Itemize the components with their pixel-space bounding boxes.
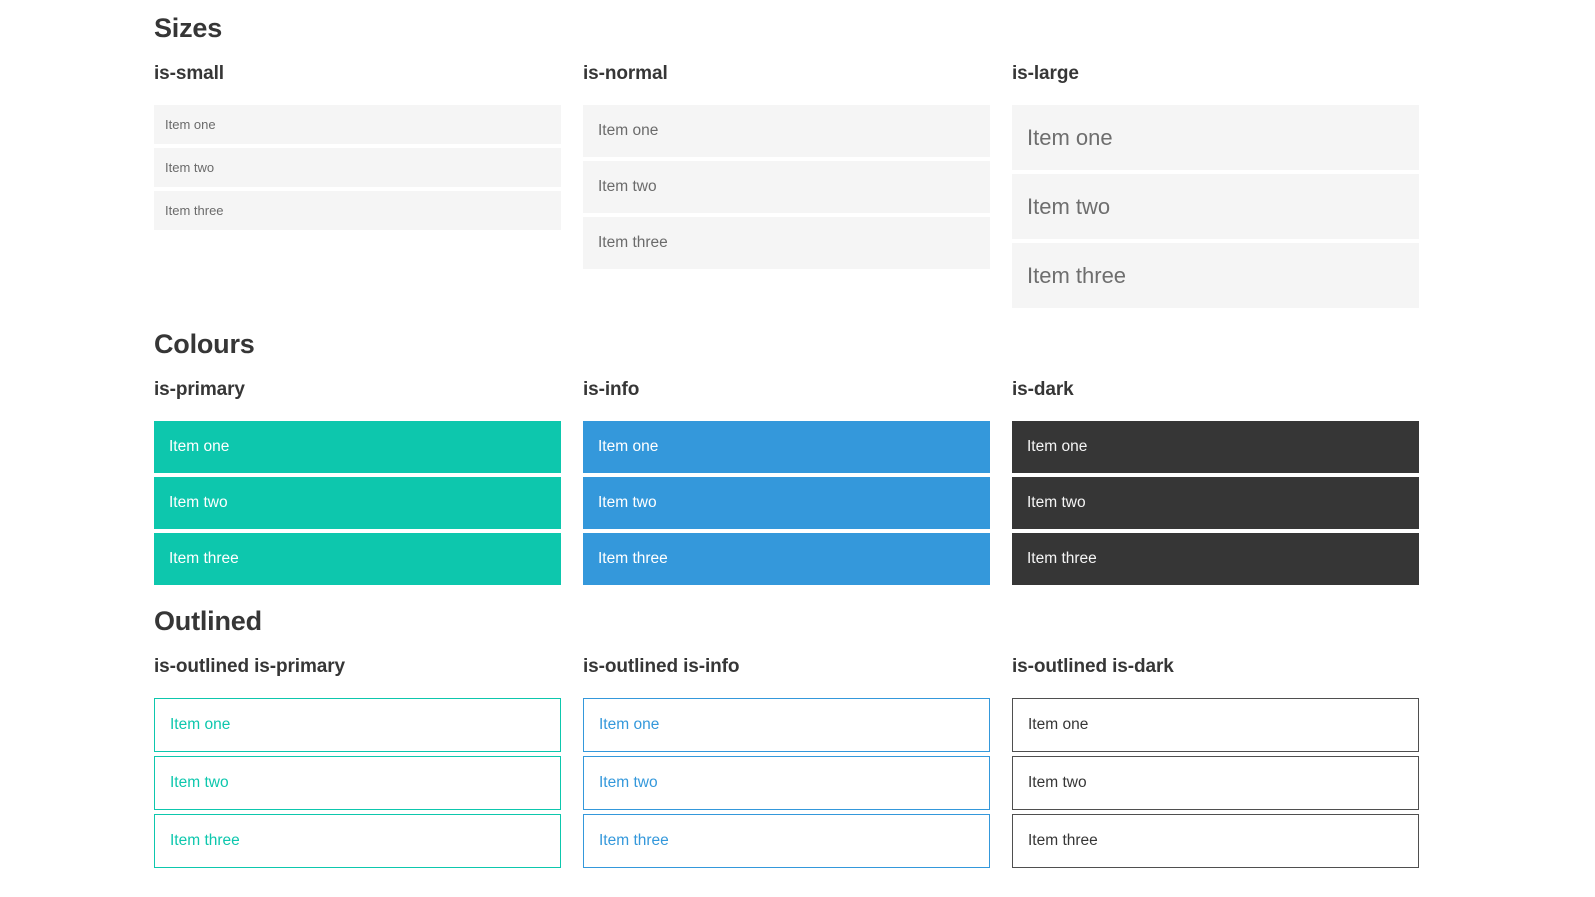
group-is-dark: is-dark Item one Item two Item three: [1012, 378, 1419, 585]
list-item[interactable]: Item three: [1012, 533, 1419, 585]
list-item[interactable]: Item two: [154, 148, 561, 187]
group-label-is-normal: is-normal: [583, 63, 668, 84]
group-label-is-outlined-is-dark: is-outlined is-dark: [1012, 656, 1174, 677]
item-list-primary: Item one Item two Item three: [154, 421, 561, 585]
list-item[interactable]: Item one: [1012, 105, 1419, 170]
list-item[interactable]: Item one: [583, 421, 990, 473]
group-label-is-dark: is-dark: [1012, 379, 1074, 400]
group-is-outlined-is-dark: is-outlined is-dark Item one Item two It…: [1012, 655, 1419, 868]
item-list-dark: Item one Item two Item three: [1012, 421, 1419, 585]
section-title-colours: Colours: [154, 329, 255, 359]
content-container: Sizes is-small Item one Item two Item th…: [154, 12, 1419, 868]
list-item[interactable]: Item two: [1012, 174, 1419, 239]
group-is-outlined-is-primary: is-outlined is-primary Item one Item two…: [154, 655, 561, 868]
list-item[interactable]: Item two: [583, 756, 990, 810]
item-list-outlined-dark: Item one Item two Item three: [1012, 698, 1419, 868]
list-item[interactable]: Item one: [154, 421, 561, 473]
list-item[interactable]: Item three: [1012, 814, 1419, 868]
group-is-primary: is-primary Item one Item two Item three: [154, 378, 561, 585]
section-sizes: Sizes is-small Item one Item two Item th…: [154, 12, 1419, 308]
item-list-small: Item one Item two Item three: [154, 105, 561, 230]
list-item[interactable]: Item two: [583, 161, 990, 213]
list-item[interactable]: Item two: [1012, 756, 1419, 810]
group-is-info: is-info Item one Item two Item three: [583, 378, 990, 585]
group-label-is-info: is-info: [583, 379, 640, 400]
group-label-is-outlined-is-primary: is-outlined is-primary: [154, 656, 346, 677]
list-item[interactable]: Item two: [154, 477, 561, 529]
item-list-outlined-info: Item one Item two Item three: [583, 698, 990, 868]
section-outlined: Outlined is-outlined is-primary Item one…: [154, 605, 1419, 868]
item-list-normal: Item one Item two Item three: [583, 105, 990, 269]
list-item[interactable]: Item one: [1012, 698, 1419, 752]
group-label-is-small: is-small: [154, 63, 224, 84]
list-item[interactable]: Item two: [154, 756, 561, 810]
item-list-info: Item one Item two Item three: [583, 421, 990, 585]
sizes-row: is-small Item one Item two Item three is…: [154, 62, 1419, 308]
list-item[interactable]: Item three: [1012, 243, 1419, 308]
group-label-is-primary: is-primary: [154, 379, 245, 400]
list-item[interactable]: Item one: [154, 105, 561, 144]
group-is-normal: is-normal Item one Item two Item three: [583, 62, 990, 269]
list-item[interactable]: Item three: [154, 814, 561, 868]
colours-row: is-primary Item one Item two Item three …: [154, 378, 1419, 585]
group-is-outlined-is-info: is-outlined is-info Item one Item two It…: [583, 655, 990, 868]
item-list-large: Item one Item two Item three: [1012, 105, 1419, 308]
section-colours: Colours is-primary Item one Item two Ite…: [154, 328, 1419, 585]
section-title-outlined: Outlined: [154, 606, 262, 636]
list-item[interactable]: Item one: [1012, 421, 1419, 473]
group-label-is-large: is-large: [1012, 63, 1079, 84]
list-item[interactable]: Item one: [154, 698, 561, 752]
item-list-outlined-primary: Item one Item two Item three: [154, 698, 561, 868]
outlined-row: is-outlined is-primary Item one Item two…: [154, 655, 1419, 868]
list-item[interactable]: Item two: [1012, 477, 1419, 529]
list-item[interactable]: Item two: [583, 477, 990, 529]
list-item[interactable]: Item one: [583, 698, 990, 752]
group-label-is-outlined-is-info: is-outlined is-info: [583, 656, 740, 677]
section-title-sizes: Sizes: [154, 13, 223, 43]
list-item[interactable]: Item three: [583, 814, 990, 868]
group-is-large: is-large Item one Item two Item three: [1012, 62, 1419, 308]
group-is-small: is-small Item one Item two Item three: [154, 62, 561, 230]
list-item[interactable]: Item three: [583, 217, 990, 269]
list-item[interactable]: Item three: [154, 533, 561, 585]
list-item[interactable]: Item one: [583, 105, 990, 157]
list-item[interactable]: Item three: [583, 533, 990, 585]
list-item[interactable]: Item three: [154, 191, 561, 230]
